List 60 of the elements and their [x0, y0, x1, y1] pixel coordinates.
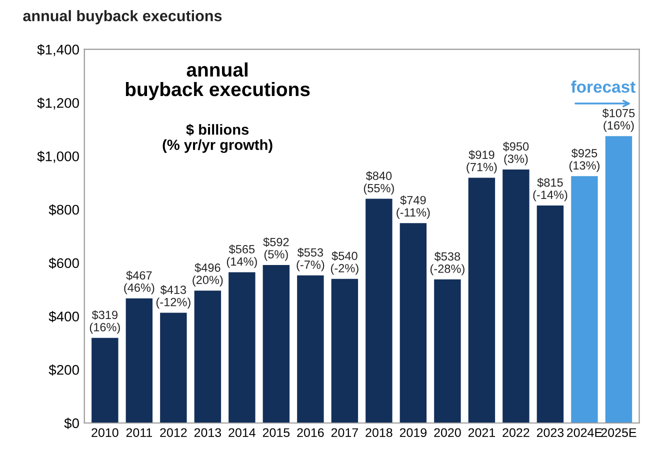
data-label: $925 (13%) — [569, 148, 600, 172]
bar — [194, 290, 222, 423]
chart-title: annual buyback executions — [23, 10, 222, 24]
data-label: $413 (-12%) — [156, 285, 190, 309]
annotation: $ billions (% yr/yr growth) — [162, 124, 272, 153]
data-label: $815 (-14%) — [533, 178, 568, 202]
data-label: $950 (3%) — [502, 142, 529, 166]
x-tick-label: 2015 — [262, 428, 290, 438]
x-tick-label: 2024E — [567, 428, 602, 438]
bar — [297, 275, 324, 423]
y-tick-label: $800 — [48, 204, 79, 216]
bar — [228, 272, 256, 423]
x-tick-label: 2025E — [601, 428, 636, 438]
bar — [262, 265, 290, 423]
data-label: $496 (20%) — [192, 262, 223, 286]
y-tick-label: $200 — [48, 364, 79, 376]
x-tick-label: 2017 — [331, 428, 358, 438]
bar — [571, 176, 598, 423]
y-tick-label: $0 — [64, 418, 79, 429]
annotation: annual buyback executions — [126, 62, 310, 100]
x-tick-label: 2023 — [536, 428, 564, 438]
annotation: forecast — [571, 80, 636, 93]
x-tick-label: 2011 — [126, 428, 152, 438]
data-label: $565 (14%) — [226, 244, 257, 268]
x-tick-label: 2012 — [160, 428, 187, 438]
data-label: $592 (5%) — [263, 237, 289, 261]
bar — [160, 312, 187, 423]
x-tick-label: 2010 — [92, 428, 118, 438]
y-tick-label: $1,200 — [37, 97, 79, 110]
data-label: $553 (-7%) — [296, 248, 324, 272]
x-tick-label: 2018 — [366, 428, 392, 438]
bar — [331, 278, 358, 423]
x-tick-label: 2020 — [434, 428, 461, 438]
data-label: $1075 (16%) — [602, 108, 635, 132]
x-tick-label: 2019 — [400, 428, 427, 438]
bar — [605, 136, 632, 423]
y-tick-label: $1,400 — [37, 44, 79, 56]
y-tick-label: $400 — [48, 310, 79, 322]
data-label: $540 (-2%) — [330, 251, 358, 275]
x-tick-label: 2016 — [297, 428, 324, 438]
x-tick-label: 2022 — [502, 428, 530, 438]
y-tick-label: $600 — [48, 258, 79, 269]
data-label: $538 (-28%) — [430, 252, 464, 276]
bar — [434, 279, 461, 423]
x-tick-label: 2014 — [228, 428, 256, 438]
bar — [502, 169, 530, 423]
bar — [400, 223, 427, 423]
x-tick-label: 2013 — [194, 428, 222, 438]
bar — [536, 205, 564, 423]
x-tick-label: 2021 — [468, 428, 495, 438]
data-label: $319 (16%) — [90, 310, 120, 334]
data-label: $919 (71%) — [466, 150, 497, 174]
data-label: $840 (55%) — [364, 171, 394, 195]
y-tick-label: $1,000 — [37, 150, 79, 163]
bar — [468, 178, 496, 423]
data-label: $467 (46%) — [124, 270, 154, 294]
bar — [366, 198, 392, 423]
bar — [126, 298, 153, 423]
data-label: $749 (-11%) — [396, 195, 430, 219]
bar — [92, 338, 118, 423]
